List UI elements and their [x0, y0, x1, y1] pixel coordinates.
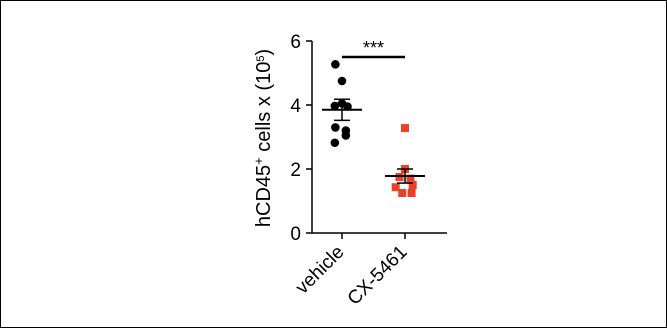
y-tick-label-6: 6 [290, 32, 301, 53]
y-tick-label-4: 4 [290, 96, 301, 117]
data-point-1-4 [391, 183, 400, 192]
data-point-0-7 [341, 131, 351, 140]
data-point-0-5 [331, 123, 340, 132]
data-point-0-0 [331, 60, 340, 69]
data-point-0-4 [343, 102, 352, 111]
significance-label: *** [363, 38, 384, 58]
data-point-1-3 [406, 174, 415, 183]
data-point-0-3 [330, 101, 340, 111]
marks-group: *** [322, 38, 425, 197]
y-tick-label-2: 2 [290, 160, 301, 181]
x-tick-label-0: vehicle [292, 242, 349, 299]
y-tick-label-0: 0 [290, 224, 301, 245]
y-axis-label: hCD45+ cells x (105) [251, 49, 276, 227]
x-tick-label-1: CX-5461 [344, 242, 412, 310]
data-point-0-8 [330, 138, 340, 148]
data-point-1-0 [401, 124, 409, 133]
data-point-0-1 [337, 76, 347, 86]
data-point-1-6 [398, 189, 407, 197]
data-point-1-5 [408, 181, 417, 189]
data-point-1-7 [407, 189, 416, 197]
